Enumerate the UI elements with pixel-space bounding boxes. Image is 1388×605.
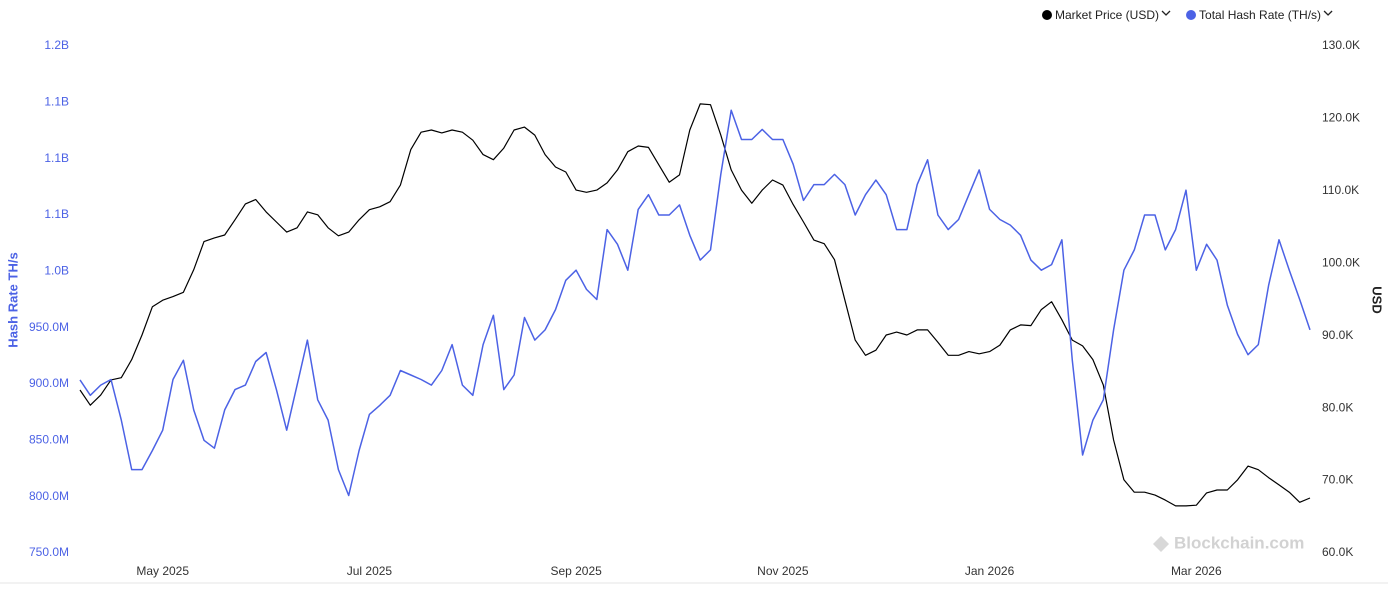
legend-item[interactable]: Market Price (USD) [1042,8,1171,22]
y2-axis-title: USD [1370,286,1385,313]
y-tick-label: 800.0M [29,489,69,503]
x-tick-label: May 2025 [136,564,189,578]
y2-tick-label: 60.0K [1322,545,1353,559]
y2-tick-label: 100.0K [1322,255,1360,269]
y2-tick-label: 120.0K [1322,111,1360,125]
legend-chevron [1323,10,1333,16]
y2-tick-label: 70.0K [1322,473,1353,487]
x-tick-label: Mar 2026 [1171,564,1222,578]
x-tick-label: Nov 2025 [757,564,809,578]
legend-marker [1186,10,1197,20]
x-tick-label: Jan 2026 [965,564,1015,578]
y-axis-title: Hash Rate TH/s [5,252,20,347]
y-tick-label: 1.1B [44,95,69,109]
legend: Market Price (USD) Total Hash Rate (TH/s) [1042,8,1333,22]
y-tick-label: 1.0B [44,264,69,278]
y-tick-label: 1.1B [44,151,69,165]
y-tick-label: 950.0M [29,320,69,334]
y-tick-label: 900.0M [29,376,69,390]
legend-item[interactable]: Total Hash Rate (TH/s) [1186,8,1333,22]
watermark-logo [1153,536,1169,552]
y2-tick-label: 80.0K [1322,400,1353,414]
y-tick-label: 1.2B [44,38,69,52]
line-series [79,103,1311,507]
legend-chevron [1161,10,1171,16]
watermark-text: Blockchain.com [1174,533,1304,552]
legend-label: Market Price (USD) [1055,8,1159,22]
y-tick-label: 1.1B [44,207,69,221]
line-series [79,109,1311,497]
y2-tick-label: 130.0K [1322,38,1360,52]
legend-label: Total Hash Rate (TH/s) [1199,8,1321,22]
x-tick-label: Sep 2025 [550,564,602,578]
y-tick-label: 750.0M [29,545,69,559]
watermark: Blockchain.com [1153,533,1304,552]
x-tick-label: Jul 2025 [347,564,393,578]
y2-tick-label: 90.0K [1322,328,1353,342]
y-tick-label: 850.0M [29,433,69,447]
y2-tick-label: 110.0K [1322,183,1359,197]
legend-marker [1042,10,1052,20]
